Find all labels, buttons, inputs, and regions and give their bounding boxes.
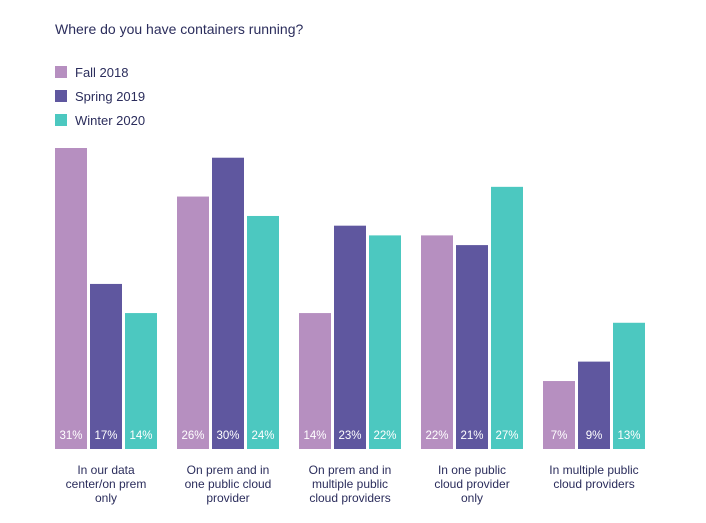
category-label: center/on prem bbox=[66, 477, 147, 491]
bar bbox=[543, 381, 575, 449]
legend-swatch bbox=[55, 114, 67, 126]
bar bbox=[299, 313, 331, 449]
legend-label: Winter 2020 bbox=[75, 113, 145, 128]
category-label: In one public bbox=[438, 463, 506, 477]
bar bbox=[212, 157, 244, 450]
bar-value-label: 17% bbox=[94, 430, 117, 442]
category-label: In multiple public bbox=[549, 463, 638, 477]
bar-value-label: 22% bbox=[425, 430, 448, 442]
bar-value-label: 7% bbox=[551, 430, 568, 442]
bar bbox=[369, 235, 401, 449]
bars-group: 31% 17% 14% 26% 30% 24% 14% 23% 22% 22% 21% 27% 7% 9%… bbox=[55, 148, 645, 450]
category-label: only bbox=[95, 491, 117, 505]
bar bbox=[177, 196, 209, 449]
bar-value-label: 13% bbox=[617, 430, 640, 442]
category-label: only bbox=[461, 491, 483, 505]
bar bbox=[125, 313, 157, 449]
bar-value-label: 14% bbox=[303, 430, 326, 442]
bar-value-label: 27% bbox=[495, 430, 518, 442]
category-label: multiple public bbox=[312, 477, 388, 491]
bar-value-label: 9% bbox=[586, 430, 603, 442]
bar-value-label: 23% bbox=[338, 430, 361, 442]
bar-value-label: 14% bbox=[129, 430, 152, 442]
bar bbox=[456, 245, 488, 449]
bar bbox=[578, 361, 610, 449]
category-label: cloud providers bbox=[309, 491, 390, 505]
bar-value-label: 26% bbox=[181, 430, 204, 442]
legend-label: Spring 2019 bbox=[75, 89, 145, 104]
bar bbox=[90, 283, 122, 449]
category-label: In our data bbox=[77, 463, 135, 477]
bar bbox=[613, 322, 645, 449]
chart-legend: Fall 2018 Spring 2019 Winter 2020 bbox=[55, 65, 145, 128]
bar bbox=[55, 148, 87, 449]
bar-value-label: 22% bbox=[373, 430, 396, 442]
category-label: cloud providers bbox=[553, 477, 634, 491]
bar bbox=[421, 235, 453, 449]
category-label: provider bbox=[206, 491, 249, 505]
bar-value-label: 24% bbox=[251, 430, 274, 442]
bar bbox=[491, 186, 523, 449]
legend-swatch bbox=[55, 66, 67, 78]
legend-label: Fall 2018 bbox=[75, 65, 128, 80]
bar bbox=[334, 225, 366, 449]
bar-value-label: 31% bbox=[59, 430, 82, 442]
bar bbox=[247, 215, 279, 449]
category-label: cloud provider bbox=[434, 477, 509, 491]
category-label: On prem and in bbox=[187, 463, 270, 477]
legend-swatch bbox=[55, 90, 67, 102]
category-label: On prem and in bbox=[309, 463, 392, 477]
bar-value-label: 30% bbox=[216, 430, 239, 442]
chart-title: Where do you have containers running? bbox=[55, 21, 303, 37]
category-label: one public cloud bbox=[185, 477, 272, 491]
bar-value-label: 21% bbox=[460, 430, 483, 442]
